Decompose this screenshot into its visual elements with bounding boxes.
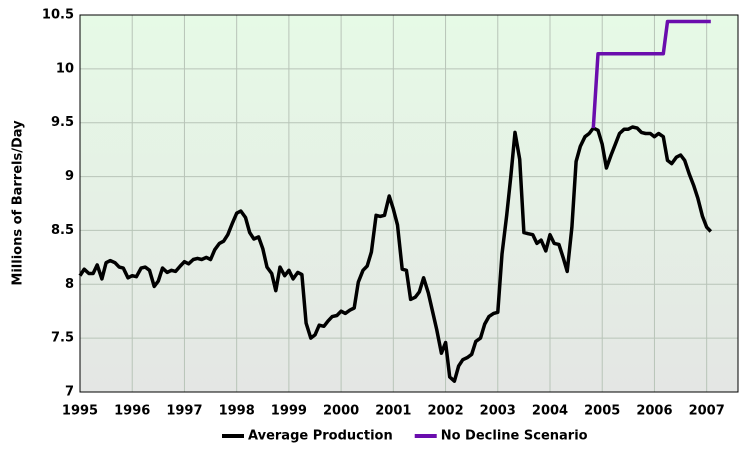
- series-line: [78, 125, 713, 383]
- y-tick-label: 9.5: [51, 115, 74, 130]
- x-tick-label: 1998: [219, 404, 255, 419]
- x-tick-label: 2006: [636, 404, 672, 419]
- plot-area: [80, 15, 738, 392]
- x-tick-label: 2002: [427, 404, 463, 419]
- legend-label: Average Production: [248, 429, 393, 444]
- y-tick-label: 10: [56, 61, 74, 76]
- y-tick-label: 8.5: [51, 223, 74, 238]
- x-tick-label: 2005: [584, 404, 620, 419]
- plot-border: [79, 14, 739, 393]
- y-tick-label: 8: [65, 277, 74, 292]
- x-tick-label: 1995: [62, 404, 98, 419]
- x-tick-label: 1999: [271, 404, 307, 419]
- x-tick-label: 1996: [114, 404, 150, 419]
- x-tick-label: 2001: [375, 404, 411, 419]
- x-tick-label: 2007: [689, 404, 725, 419]
- x-tick-label: 2003: [480, 404, 516, 419]
- legend-label: No Decline Scenario: [441, 429, 588, 444]
- y-tick-label: 7.5: [51, 331, 74, 346]
- y-tick-label: 10.5: [42, 8, 74, 23]
- x-tick-label: 2004: [532, 404, 568, 419]
- y-tick-label: 7: [65, 385, 74, 400]
- x-tick-label: 1997: [166, 404, 202, 419]
- x-tick-label: 2000: [323, 404, 359, 419]
- series-line: [591, 19, 711, 129]
- y-tick-label: 9: [65, 169, 74, 184]
- y-axis-label: Millions of Barrels/Day: [11, 120, 26, 286]
